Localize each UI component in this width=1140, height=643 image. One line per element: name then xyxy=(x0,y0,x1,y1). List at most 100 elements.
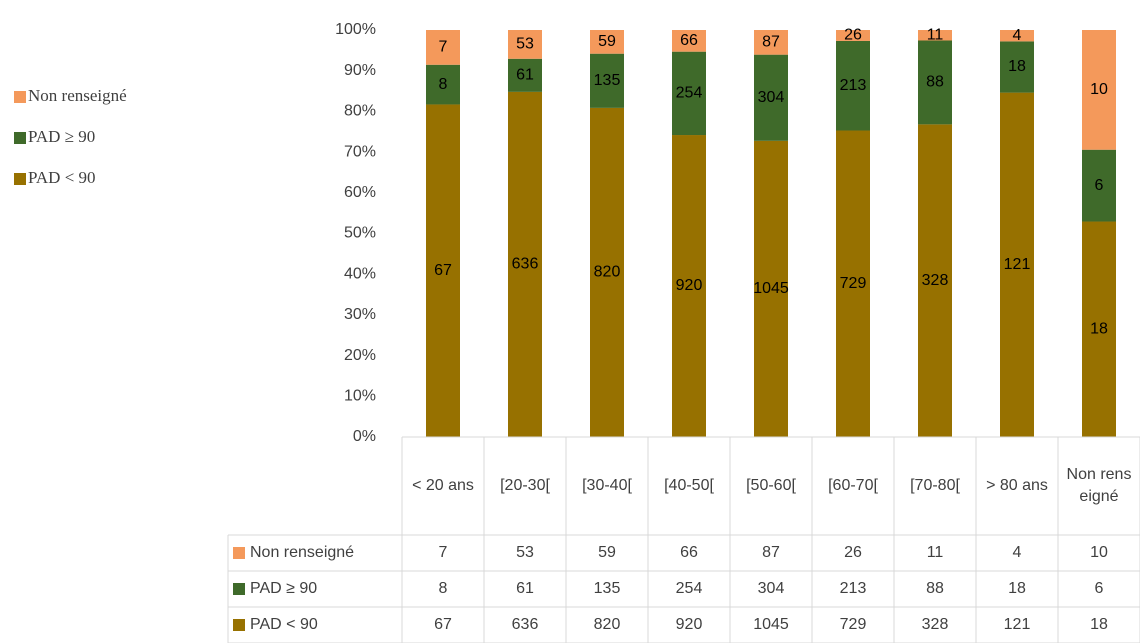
legend-swatch xyxy=(14,91,26,103)
bar-segment xyxy=(836,130,870,437)
table-cell: 254 xyxy=(676,580,703,597)
bar-segment xyxy=(754,140,788,437)
legend-swatch xyxy=(14,132,26,144)
table-cell: 6 xyxy=(1095,580,1104,597)
legend-label: Non renseigné xyxy=(28,86,127,105)
bar-segment xyxy=(1082,221,1116,437)
category-header: [50-60[ xyxy=(746,477,796,494)
y-tick-label: 60% xyxy=(344,184,376,201)
table-cell: 920 xyxy=(676,616,703,633)
bar-segment xyxy=(754,30,788,55)
table-swatch xyxy=(233,619,245,631)
bar-segment xyxy=(508,30,542,59)
data-label: 121 xyxy=(1004,256,1031,273)
category-header: [30-40[ xyxy=(582,477,632,494)
data-label: 11 xyxy=(927,26,944,43)
table-swatch xyxy=(233,547,245,559)
bar-segment xyxy=(836,40,870,131)
bar-segment xyxy=(918,124,952,437)
data-label: 636 xyxy=(512,256,539,273)
bar-segment xyxy=(1000,30,1034,42)
data-label: 53 xyxy=(516,36,534,53)
table-cell: 87 xyxy=(762,544,780,561)
table-cell: 135 xyxy=(594,580,621,597)
table-cell: 304 xyxy=(758,580,785,597)
table-cell: 636 xyxy=(512,616,539,633)
data-label: 820 xyxy=(594,264,621,281)
table-cell: 8 xyxy=(439,580,448,597)
data-label: 8 xyxy=(439,76,448,93)
bar-segment xyxy=(672,30,706,52)
bar-segment xyxy=(918,30,952,41)
table-cell: 11 xyxy=(927,544,944,561)
data-label: 1045 xyxy=(753,280,789,297)
data-label: 729 xyxy=(840,275,867,292)
y-tick-label: 40% xyxy=(344,265,376,282)
table-cell: 18 xyxy=(1008,580,1026,597)
bar-segment xyxy=(508,91,542,437)
bar-segment xyxy=(508,58,542,92)
data-label: 26 xyxy=(844,27,862,44)
data-label: 18 xyxy=(1090,320,1108,337)
data-label: 61 xyxy=(516,67,534,84)
bar-segment xyxy=(1082,149,1116,222)
table-row-label: PAD ≥ 90 xyxy=(250,580,317,597)
y-tick-label: 100% xyxy=(335,21,376,38)
bar-segment xyxy=(426,104,460,437)
bar-segment xyxy=(672,51,706,136)
data-label: 88 xyxy=(926,74,944,91)
bar-segment xyxy=(590,30,624,54)
category-header: [70-80[ xyxy=(910,477,960,494)
bar-segment xyxy=(918,40,952,125)
table-cell: 26 xyxy=(844,544,862,561)
legend-label: PAD ≥ 90 xyxy=(28,127,95,146)
bar-segment xyxy=(590,107,624,437)
bar-segment xyxy=(1000,92,1034,437)
y-tick-label: 50% xyxy=(344,225,376,242)
x-tick-label: [20-30[ xyxy=(500,477,550,494)
y-tick-label: 30% xyxy=(344,306,376,323)
table-cell: 59 xyxy=(598,544,616,561)
table-cell: 66 xyxy=(680,544,698,561)
table-row-label: PAD < 90 xyxy=(250,616,318,633)
data-label: 59 xyxy=(598,33,616,50)
category-header: Non renseigné xyxy=(1067,466,1132,505)
data-label: 135 xyxy=(594,72,621,89)
y-tick-label: 10% xyxy=(344,388,376,405)
table-swatch xyxy=(233,583,245,595)
bar-segment xyxy=(426,64,460,105)
legend-label: PAD < 90 xyxy=(28,168,96,187)
x-tick-label: [60-70[ xyxy=(828,477,878,494)
category-header: [40-50[ xyxy=(664,477,714,494)
data-label: 67 xyxy=(434,262,452,279)
category-header: [20-30[ xyxy=(500,477,550,494)
bar-segment xyxy=(590,53,624,108)
table-cell: 729 xyxy=(840,616,867,633)
y-tick-label: 20% xyxy=(344,347,376,364)
data-label: 18 xyxy=(1008,58,1026,75)
x-tick-label: < 20 ans xyxy=(412,477,474,494)
data-label: 6 xyxy=(1095,177,1104,194)
data-label: 254 xyxy=(676,85,703,102)
bar-segment xyxy=(426,30,460,65)
table-cell: 213 xyxy=(840,580,867,597)
bar-segment xyxy=(1000,41,1034,93)
bar-segment xyxy=(836,30,870,41)
table-cell: 820 xyxy=(594,616,621,633)
table-cell: 18 xyxy=(1090,616,1108,633)
y-tick-label: 80% xyxy=(344,103,376,120)
data-label: 213 xyxy=(840,77,867,94)
y-tick-label: 0% xyxy=(353,428,376,445)
table-cell: 67 xyxy=(434,616,452,633)
data-label: 87 xyxy=(762,34,780,51)
bar-segment xyxy=(1082,30,1116,150)
table-cell: 328 xyxy=(922,616,949,633)
table-cell: 61 xyxy=(516,580,534,597)
table-cell: 53 xyxy=(516,544,534,561)
category-header: [60-70[ xyxy=(828,477,878,494)
data-label: 304 xyxy=(758,89,785,106)
category-header: > 80 ans xyxy=(986,477,1048,494)
table-cell: 121 xyxy=(1004,616,1031,633)
x-tick-label: > 80 ans xyxy=(986,477,1048,494)
